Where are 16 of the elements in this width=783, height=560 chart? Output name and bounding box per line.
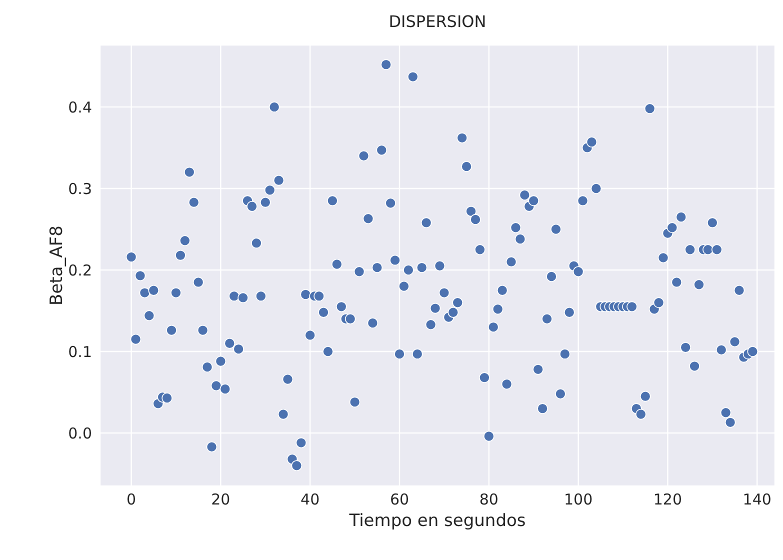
x-tick-label: 40 xyxy=(300,490,320,509)
x-tick-label: 0 xyxy=(126,490,136,509)
y-tick-label: 0.3 xyxy=(68,180,92,198)
chart-title: DISPERSION xyxy=(388,12,488,31)
y-tick-label: 0.0 xyxy=(68,424,92,442)
y-tick-label: 0.1 xyxy=(68,342,92,361)
y-axis-title: Beta_AF8 xyxy=(47,226,68,306)
x-tick-label: 140 xyxy=(742,490,772,509)
x-tick-label: 120 xyxy=(653,490,682,509)
y-tick-label: 0.4 xyxy=(68,98,92,116)
x-tick-label: 100 xyxy=(564,490,593,509)
y-tick-label: 0.2 xyxy=(68,261,92,280)
x-axis-title: Tiempo en segundos xyxy=(348,511,526,531)
x-tick-label: 80 xyxy=(479,490,498,509)
x-tick-label: 20 xyxy=(211,490,230,509)
x-tick-label: 60 xyxy=(390,490,410,509)
